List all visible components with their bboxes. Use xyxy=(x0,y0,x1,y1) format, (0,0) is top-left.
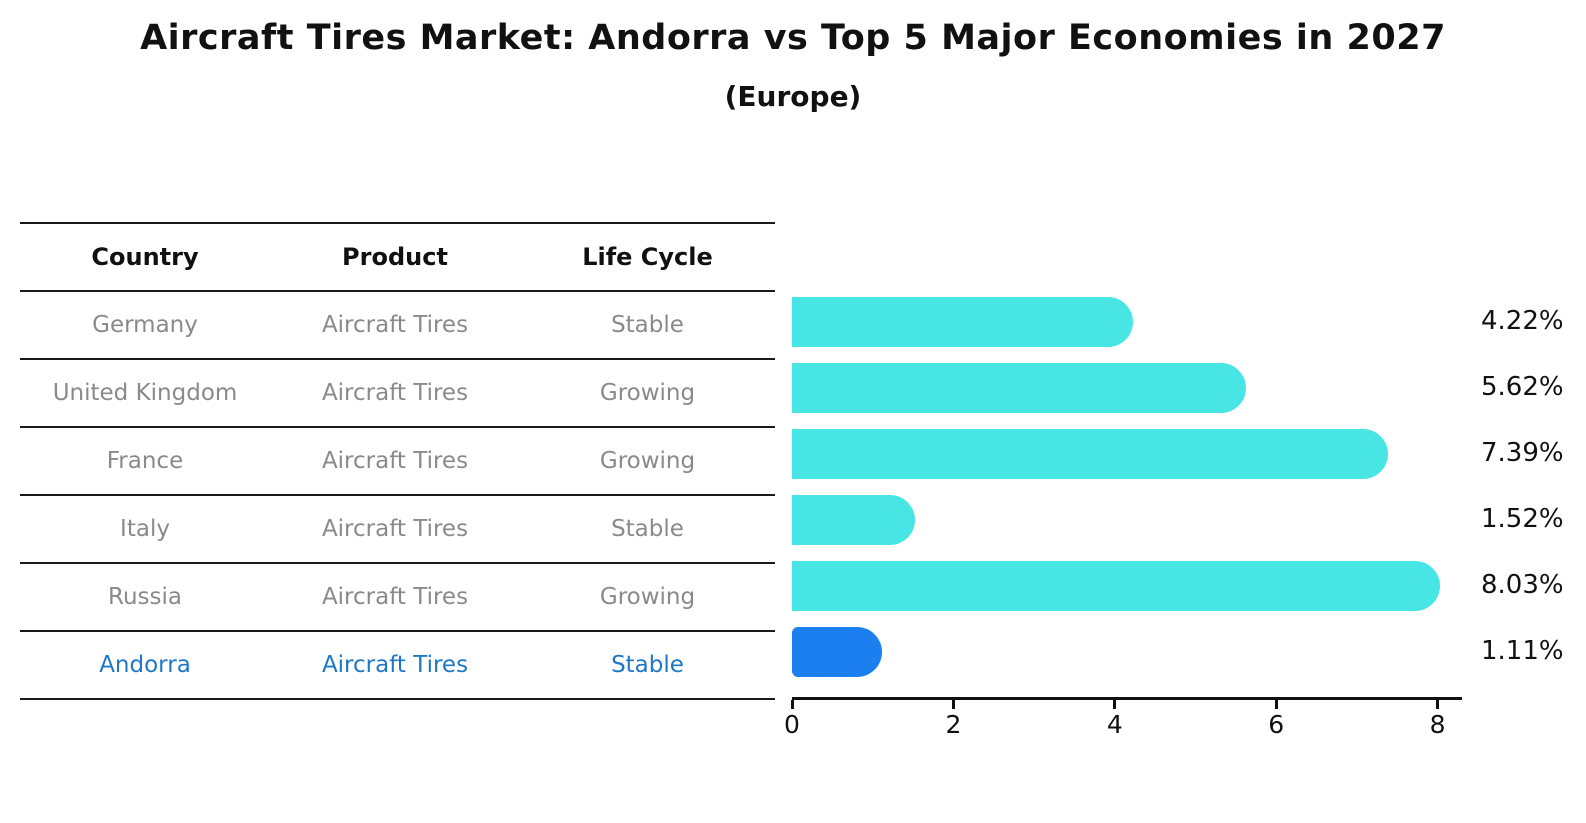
cell-country: Russia xyxy=(108,584,182,610)
bar-united-kingdom xyxy=(792,363,1246,413)
bar-value-label: 7.39% xyxy=(1481,438,1564,468)
table-row: Italy Aircraft Tires Stable xyxy=(20,494,775,562)
bar-value-label: 8.03% xyxy=(1481,570,1564,600)
bar-value-label: 1.52% xyxy=(1481,504,1564,534)
table-row: United Kingdom Aircraft Tires Growing xyxy=(20,358,775,426)
bar-value-label: 5.62% xyxy=(1481,372,1564,402)
bar-russia xyxy=(792,561,1440,611)
cell-product: Aircraft Tires xyxy=(321,652,469,678)
x-axis-tick-label: 6 xyxy=(1268,710,1285,739)
cell-country: Andorra xyxy=(99,652,191,678)
cell-product: Aircraft Tires xyxy=(321,380,469,406)
x-axis-tick xyxy=(1113,700,1117,709)
cell-country: Italy xyxy=(120,516,170,542)
table-row: Germany Aircraft Tires Stable xyxy=(20,290,775,358)
table-row: Russia Aircraft Tires Growing xyxy=(20,562,775,630)
bar-france xyxy=(792,429,1388,479)
cell-country: France xyxy=(106,448,184,474)
table-body: Germany Aircraft Tires Stable United Kingdo… xyxy=(20,290,775,700)
column-header-life-cycle: Life Cycle xyxy=(582,243,713,271)
bar-italy xyxy=(792,495,915,545)
country-table: Country Product Life Cycle Germany Aircra… xyxy=(20,222,775,700)
bar-value-label: 1.11% xyxy=(1481,636,1564,666)
cell-life-cycle: Growing xyxy=(599,380,696,406)
column-header-country: Country xyxy=(91,243,199,271)
cell-life-cycle: Growing xyxy=(599,584,696,610)
column-header-product: Product xyxy=(342,243,448,271)
x-axis-tick xyxy=(1436,700,1440,709)
cell-life-cycle: Stable xyxy=(611,652,684,678)
cell-life-cycle: Stable xyxy=(611,516,684,542)
cell-life-cycle: Growing xyxy=(599,448,696,474)
cell-product: Aircraft Tires xyxy=(321,312,469,338)
table-row: Andorra Aircraft Tires Stable xyxy=(20,630,775,700)
x-axis-tick-label: 4 xyxy=(1106,710,1123,739)
x-axis-tick xyxy=(790,700,794,709)
x-axis-tick xyxy=(951,700,955,709)
chart-title: Aircraft Tires Market: Andorra vs Top 5 … xyxy=(140,18,1446,58)
bar-highlight-andorra xyxy=(792,627,882,677)
table-row: France Aircraft Tires Growing xyxy=(20,426,775,494)
bar-germany xyxy=(792,297,1133,347)
cell-country: United Kingdom xyxy=(52,380,238,406)
x-axis-line xyxy=(792,697,1462,700)
x-axis-tick-label: 8 xyxy=(1429,710,1446,739)
cell-country: Germany xyxy=(92,312,198,338)
bar-value-label: 4.22% xyxy=(1481,306,1564,336)
cell-product: Aircraft Tires xyxy=(321,516,469,542)
cell-product: Aircraft Tires xyxy=(321,448,469,474)
x-axis-tick-label: 2 xyxy=(945,710,962,739)
x-axis-tick-label: 0 xyxy=(784,710,800,739)
x-axis-tick xyxy=(1274,700,1278,709)
cell-life-cycle: Stable xyxy=(611,312,684,338)
table-header-row: Country Product Life Cycle xyxy=(20,222,775,290)
chart-subtitle: (Europe) xyxy=(724,80,862,113)
cell-product: Aircraft Tires xyxy=(321,584,469,610)
